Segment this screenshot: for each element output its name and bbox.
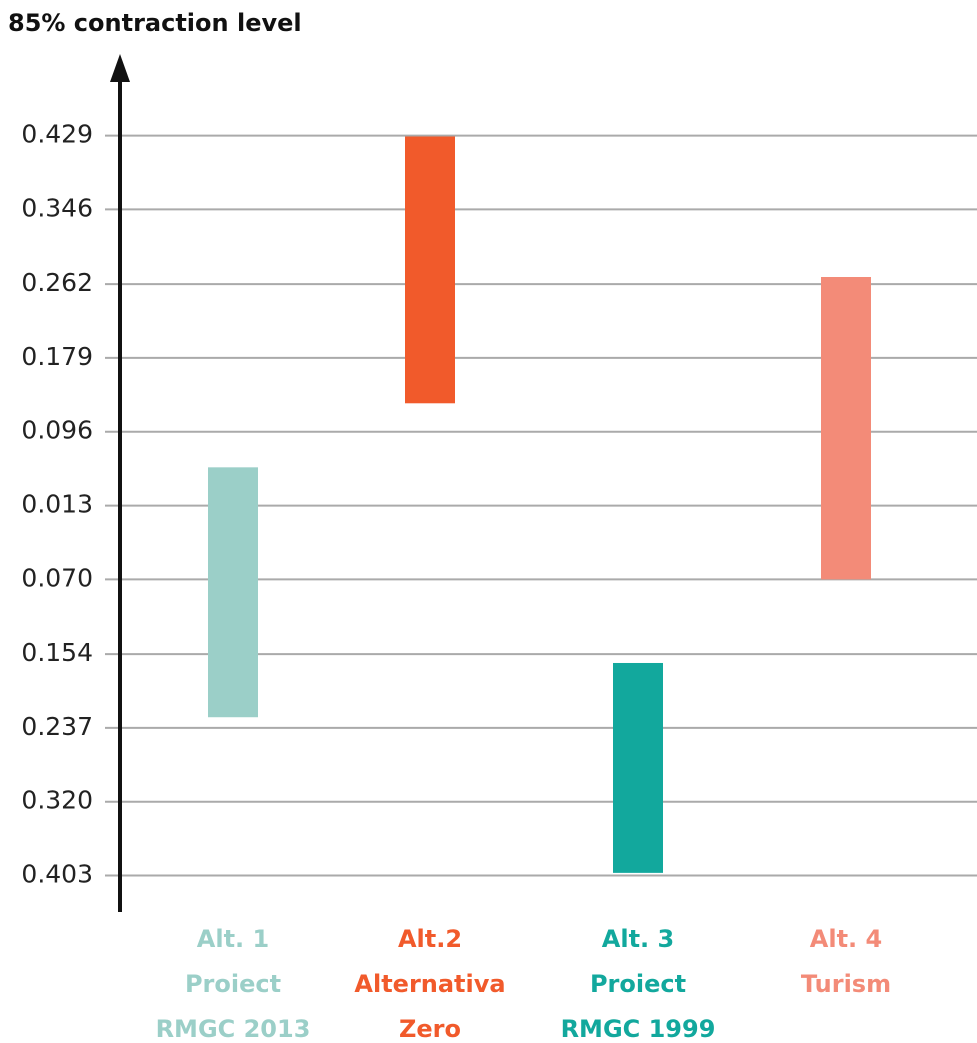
x-tick-label: Alt.2 bbox=[398, 925, 462, 953]
y-tick-label: 0.096 bbox=[21, 416, 93, 445]
x-tick-label: Alternativa bbox=[354, 970, 505, 998]
y-tick-label: 0.346 bbox=[21, 193, 93, 222]
y-tick-label: 0.070 bbox=[21, 563, 93, 592]
y-tick-label: 0.013 bbox=[21, 490, 93, 519]
x-tick-label: Turism bbox=[801, 970, 891, 998]
x-tick-label: RMGC 2013 bbox=[156, 1015, 311, 1043]
x-tick-label: RMGC 1999 bbox=[561, 1015, 716, 1043]
bar bbox=[821, 277, 871, 580]
x-tick-label: Alt. 3 bbox=[602, 925, 674, 953]
bar bbox=[613, 662, 663, 873]
x-tick-label: Proiect bbox=[185, 970, 281, 998]
y-tick-label: 0.179 bbox=[21, 342, 93, 371]
y-tick-label: 0.320 bbox=[21, 786, 93, 815]
x-tick-label: Alt. 1 bbox=[197, 925, 269, 953]
y-tick-label: 0.429 bbox=[21, 120, 93, 149]
x-tick-label: Zero bbox=[399, 1015, 461, 1043]
y-tick-label: 0.262 bbox=[21, 268, 93, 297]
x-tick-label: Proiect bbox=[590, 970, 686, 998]
bar bbox=[405, 136, 455, 404]
y-tick-label: 0.237 bbox=[21, 712, 93, 741]
y-tick-label: 0.154 bbox=[21, 638, 93, 667]
axis-arrow bbox=[110, 54, 130, 82]
x-tick-label: Alt. 4 bbox=[810, 925, 882, 953]
y-tick-label: 0.403 bbox=[21, 860, 93, 889]
axis-title: 85% contraction level bbox=[8, 9, 302, 37]
bar bbox=[208, 467, 258, 718]
